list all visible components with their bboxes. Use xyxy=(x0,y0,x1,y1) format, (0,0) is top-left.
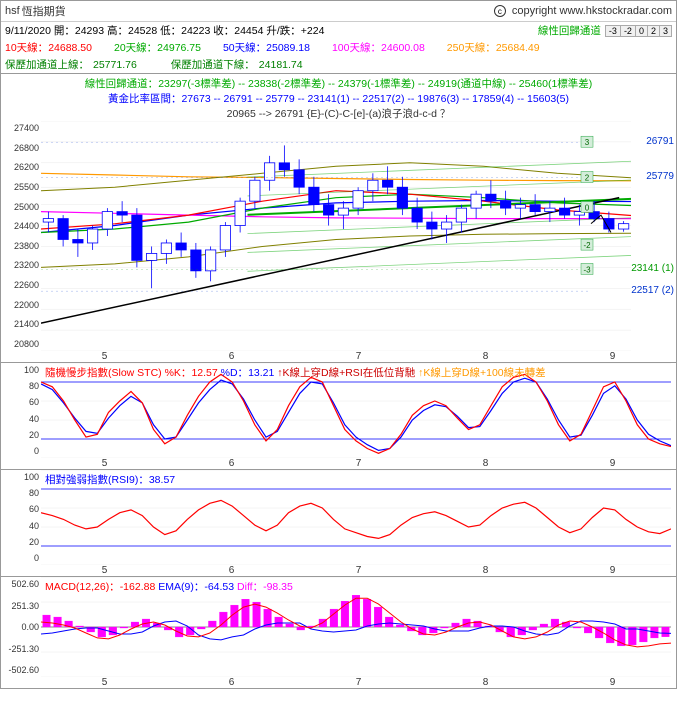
bb-upper-value: 25771.76 xyxy=(93,59,137,71)
bollinger-row: 保歷加通道上線： 25771.76 保歷加通道下線： 24181.74 xyxy=(1,56,676,73)
bb-lower-label: 保歷加通道下線： xyxy=(171,57,255,72)
high-value: 24528 xyxy=(128,25,157,37)
close-value: 24454 xyxy=(234,25,263,37)
ohlc-row: 9/11/2020 開：24293 高：24528 低：24223 收：2445… xyxy=(1,22,676,39)
macd-y-axis: 502.60251.300.00-251.30-502.60 xyxy=(1,577,41,677)
rsi-title: 相對強弱指數(RSI9)：38.57 xyxy=(45,472,175,487)
regression-label: 線性回歸通道 xyxy=(538,23,601,38)
bb-lower-value: 24181.74 xyxy=(259,59,303,71)
svg-text:2: 2 xyxy=(585,173,590,182)
regression-buttons: -3-2023 xyxy=(605,25,672,37)
price-plot[interactable]: 3 2 0 -2 -3 26791 25779 23141 (1) 22517 (2) xyxy=(41,121,676,351)
stc-title: 隨機慢步指數(Slow STC) %K：12.57 %D：13.21 ↑K線上穿… xyxy=(45,365,546,380)
change-label: 升/跌： xyxy=(266,25,300,37)
svg-text:3: 3 xyxy=(585,138,590,147)
golden-level-label: 26791 xyxy=(646,136,674,147)
ma250-label: 250天線： xyxy=(447,42,496,54)
golden-level-label: 23141 (1) xyxy=(631,263,674,274)
low-label: 低： xyxy=(160,25,181,37)
golden-ratio-text: 黃金比率區間：27673 -- 26791 -- 25779 -- 23141(… xyxy=(1,91,676,106)
open-value: 24293 xyxy=(75,25,104,37)
stock-chart-container: hsf 恆指期貨 c copyright www.hkstockradar.co… xyxy=(0,0,677,689)
golden-level-label: 22517 (2) xyxy=(631,285,674,296)
ma20-label: 20天線： xyxy=(114,42,157,54)
stc-y-axis: 100806040200 xyxy=(1,363,41,458)
ma100-value: 24600.08 xyxy=(381,42,425,54)
regression-btn-2[interactable]: 2 xyxy=(648,26,660,36)
high-label: 高： xyxy=(107,25,128,37)
ma50-label: 50天線： xyxy=(223,42,266,54)
ma250-value: 25684.49 xyxy=(496,42,540,54)
symbol-name: 恆指期貨 xyxy=(22,3,66,19)
regression-btn--3[interactable]: -3 xyxy=(606,26,621,36)
close-label: 收： xyxy=(213,25,234,37)
copyright-icon: c xyxy=(494,5,506,17)
regression-btn--2[interactable]: -2 xyxy=(621,26,636,36)
regression-channel-text: 線性回歸通道：23297(-3標準差) -- 23838(-2標準差) -- 2… xyxy=(1,76,676,91)
ma100-label: 100天線： xyxy=(332,42,381,54)
price-chart-svg: 3 2 0 -2 -3 xyxy=(41,121,631,351)
rsi-panel: 相對強弱指數(RSI9)：38.57 100806040200 56789 xyxy=(1,469,676,576)
stc-x-axis: 56789 xyxy=(1,458,676,469)
change-value: +224 xyxy=(301,25,325,37)
ma10-value: 24688.50 xyxy=(48,42,92,54)
svg-text:-3: -3 xyxy=(583,265,591,274)
header: hsf 恆指期貨 c copyright www.hkstockradar.co… xyxy=(1,1,676,22)
symbol-code: hsf xyxy=(5,5,20,17)
price-x-axis: 56789 xyxy=(1,351,676,362)
macd-title: MACD(12,26)：-162.88 EMA(9)：-64.53 Diff：-… xyxy=(45,579,293,594)
price-panel: 線性回歸通道：23297(-3標準差) -- 23838(-2標準差) -- 2… xyxy=(1,73,676,362)
ma20-value: 24976.75 xyxy=(157,42,201,54)
svg-text:-2: -2 xyxy=(583,241,591,250)
wave-text: 20965 --> 26791 {E}-(C)-C-[e]-(a)浪子浪d-c-… xyxy=(1,106,676,121)
ma-row: 10天線：24688.50 20天線：24976.75 50天線：25089.1… xyxy=(1,39,676,56)
price-y-axis: 2740026800262002550025000244002380023200… xyxy=(1,121,41,351)
macd-panel: MACD(12,26)：-162.88 EMA(9)：-64.53 Diff：-… xyxy=(1,576,676,688)
ma50-value: 25089.18 xyxy=(266,42,310,54)
low-value: 24223 xyxy=(181,25,210,37)
date: 9/11/2020 xyxy=(5,25,51,37)
bb-upper-label: 保歷加通道上線： xyxy=(5,57,89,72)
rsi-y-axis: 100806040200 xyxy=(1,470,41,565)
golden-level-label: 25779 xyxy=(646,171,674,182)
macd-x-axis: 56789 xyxy=(1,677,676,688)
svg-text:0: 0 xyxy=(585,203,590,212)
stc-panel: 隨機慢步指數(Slow STC) %K：12.57 %D：13.21 ↑K線上穿… xyxy=(1,362,676,469)
rsi-x-axis: 56789 xyxy=(1,565,676,576)
regression-btn-0[interactable]: 0 xyxy=(636,26,648,36)
ma10-label: 10天線： xyxy=(5,42,48,54)
copyright-text: copyright www.hkstockradar.com xyxy=(512,5,672,17)
regression-btn-3[interactable]: 3 xyxy=(660,26,671,36)
open-label: 開： xyxy=(54,25,75,37)
